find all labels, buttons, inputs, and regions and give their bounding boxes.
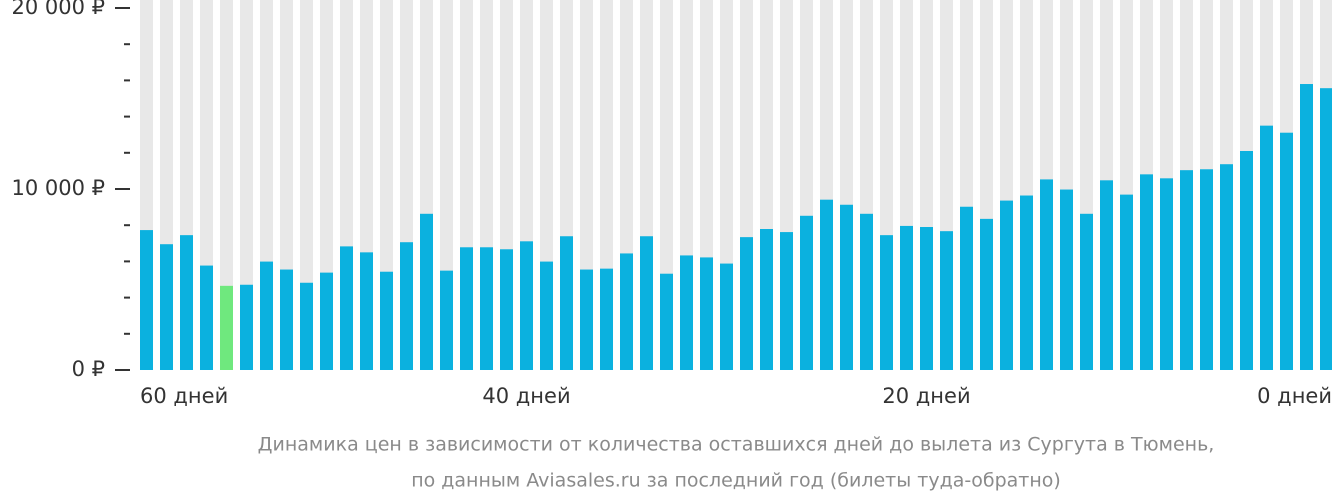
bar: [900, 225, 913, 370]
bar: [760, 229, 773, 370]
bar: [920, 227, 933, 370]
bar: [540, 261, 553, 370]
bar: [1000, 200, 1013, 370]
bar: [1040, 179, 1053, 370]
bar: [340, 246, 353, 370]
bar: [420, 213, 433, 370]
bar: [200, 265, 213, 370]
bar: [1080, 213, 1093, 370]
bar: [1060, 189, 1073, 370]
bar: [440, 270, 453, 370]
bar: [660, 273, 673, 370]
bar: [380, 271, 393, 370]
bar: [160, 244, 173, 370]
caption: по данным Aviasales.ru за последний год …: [411, 470, 1061, 492]
bar: [840, 204, 853, 370]
bar: [940, 231, 953, 370]
bar: [520, 241, 533, 370]
bar: [700, 257, 713, 370]
bar: [860, 213, 873, 370]
bar: [740, 237, 753, 370]
bar: [560, 236, 573, 370]
bar-background: [240, 0, 253, 370]
bar: [1240, 150, 1253, 370]
x-tick-label: 0 дней: [1257, 384, 1332, 408]
bar: [1140, 174, 1153, 370]
bar: [1260, 125, 1273, 371]
caption: Динамика цен в зависимости от количества…: [258, 434, 1215, 456]
y-tick-label: 0 ₽: [72, 357, 105, 381]
x-tick-label: 20 дней: [882, 384, 970, 408]
bar: [640, 236, 653, 370]
bar: [260, 261, 273, 370]
bar: [300, 282, 313, 370]
bar: [1320, 88, 1332, 371]
bar: [360, 252, 373, 370]
y-tick-label: 10 000 ₽: [11, 176, 105, 200]
bar: [960, 206, 973, 370]
bar: [580, 269, 593, 370]
bar: [480, 247, 493, 370]
y-tick-label: 20 000 ₽: [11, 0, 105, 19]
bar: [980, 218, 993, 370]
bar: [780, 232, 793, 370]
bar: [320, 272, 333, 370]
bar: [1180, 170, 1193, 370]
x-tick-label: 60 дней: [140, 384, 228, 408]
bar: [1120, 194, 1133, 370]
bar: [400, 242, 413, 370]
bar-background: [300, 0, 313, 370]
bar: [1280, 132, 1293, 370]
bar: [1160, 178, 1173, 370]
bar: [500, 249, 513, 370]
bar: [1220, 164, 1233, 370]
bar: [460, 247, 473, 370]
bar: [620, 253, 633, 370]
bar-background: [220, 0, 233, 370]
bar: [880, 235, 893, 370]
bar: [1200, 169, 1213, 370]
x-tick-label: 40 дней: [482, 384, 570, 408]
bar: [180, 235, 193, 370]
bar: [240, 284, 253, 370]
bar: [280, 269, 293, 370]
bar: [220, 285, 233, 370]
bar: [1020, 195, 1033, 370]
bar: [820, 199, 833, 370]
bar: [1100, 180, 1113, 370]
bar: [800, 215, 813, 370]
bar: [720, 263, 733, 370]
bar: [140, 230, 153, 370]
bar: [1300, 84, 1313, 371]
bar: [680, 255, 693, 370]
bar: [600, 268, 613, 370]
